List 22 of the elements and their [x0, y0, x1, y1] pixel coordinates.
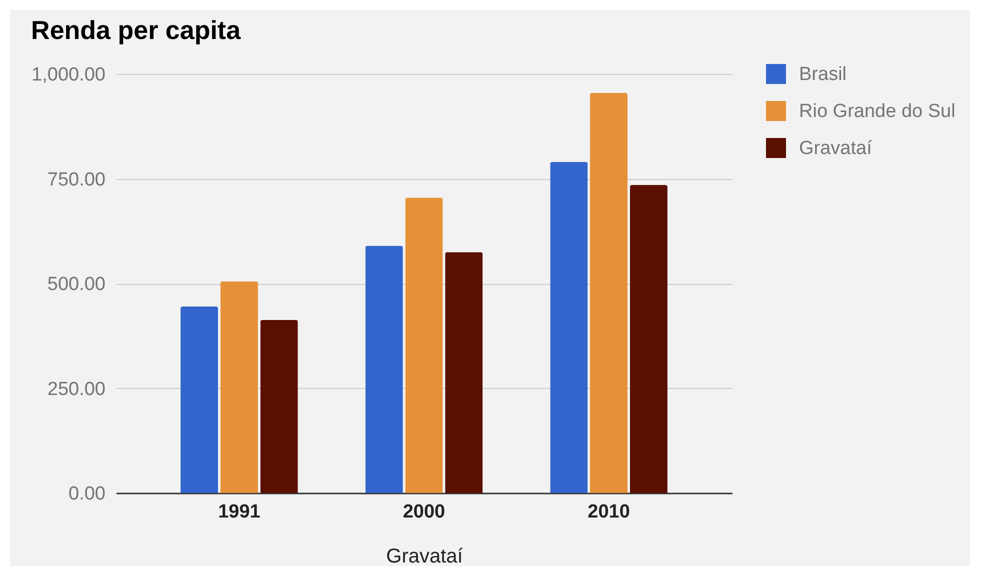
legend-label: Rio Grande do Sul [799, 101, 956, 122]
bar [405, 198, 443, 493]
bar [630, 185, 668, 493]
y-tick-label: 750.00 [47, 169, 106, 190]
x-tick-label: 2010 [588, 502, 630, 522]
bar [260, 320, 298, 493]
bar [445, 252, 483, 493]
bar [550, 162, 588, 493]
y-tick-label: 250.00 [47, 378, 106, 400]
chart-title: Renda per capita [31, 15, 242, 45]
bar [365, 246, 403, 493]
bar [180, 306, 218, 493]
legend-label: Brasil [799, 64, 847, 85]
y-tick-label: 1,000.00 [32, 64, 106, 86]
y-tick-label: 0.00 [68, 484, 106, 504]
bar [590, 92, 628, 493]
y-tick-label: 500.00 [47, 274, 106, 295]
x-tick-label: 1991 [218, 502, 261, 522]
x-axis-title: Gravataí [386, 546, 464, 568]
x-tick-label: 2000 [402, 502, 446, 522]
bar [220, 281, 258, 493]
legend-label: Gravataí [799, 138, 873, 159]
